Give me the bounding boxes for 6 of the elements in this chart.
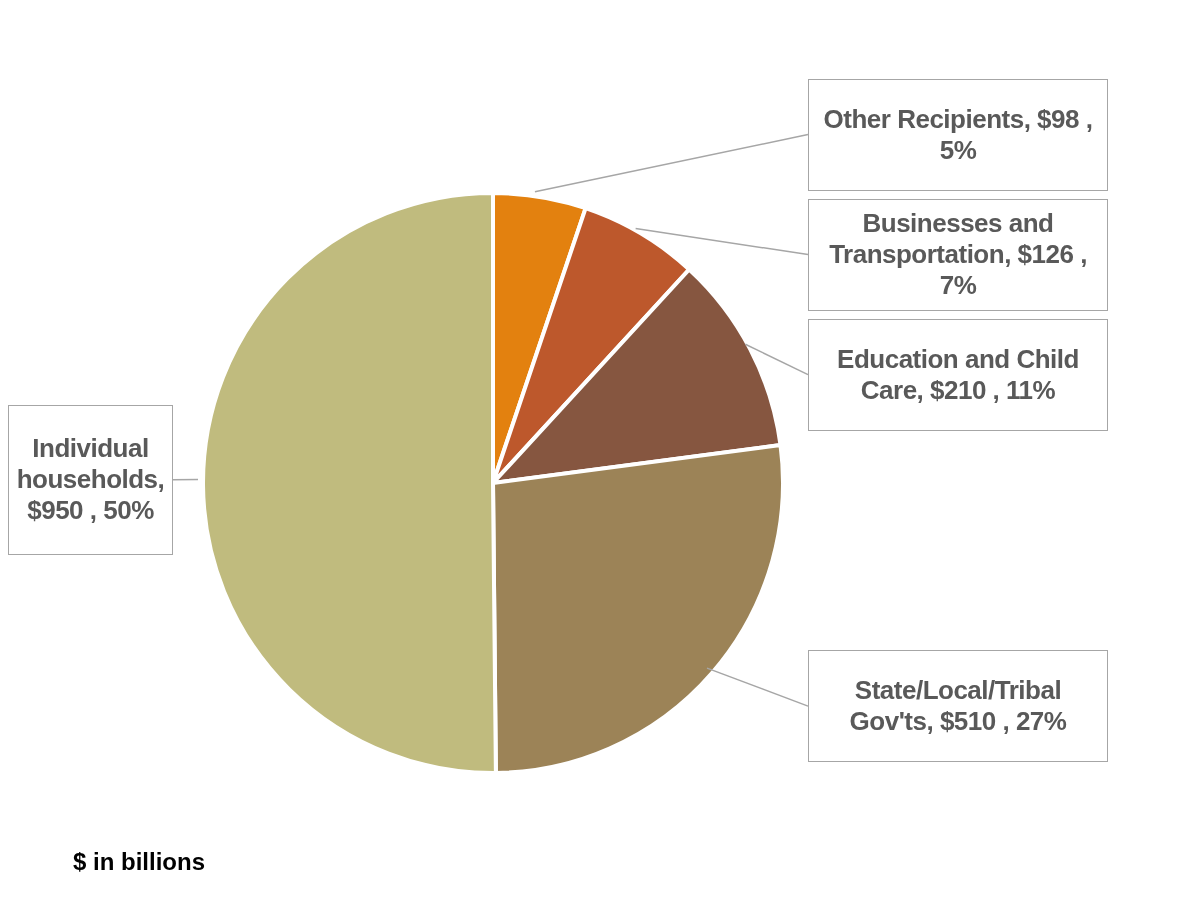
slice-label: Businesses and Transportation, $126 , 7%	[808, 198, 1108, 311]
slice-label: Other Recipients, $98 , 5%	[808, 78, 1108, 191]
slice-label: Individual households, $950 , 50%	[8, 404, 173, 555]
text: $ in billions	[73, 848, 206, 876]
slice-label: Education and Child Care, $210 , 11%	[808, 318, 1108, 431]
slice-label: State/Local/Tribal Gov'ts, $510 , 27%	[808, 650, 1108, 763]
